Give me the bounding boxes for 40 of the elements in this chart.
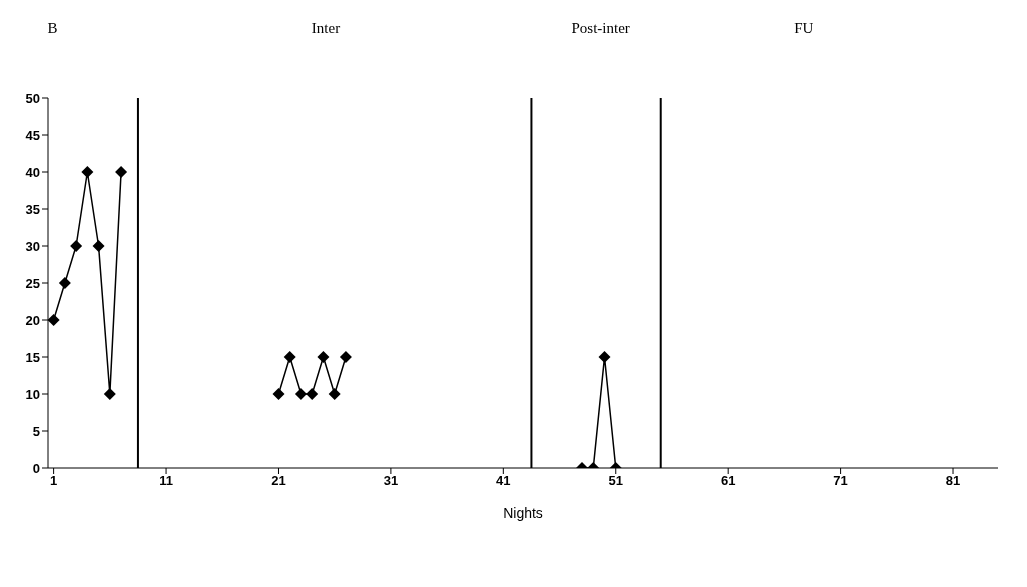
y-tick-label: 10 (25, 386, 40, 402)
text: FU (794, 20, 814, 37)
point (283, 351, 296, 363)
text: Inter (311, 20, 341, 37)
point (81, 166, 94, 178)
x-tick-label: 11 (159, 473, 173, 489)
y-tick-label: 0 (32, 460, 40, 476)
x-tick-label: 31 (383, 473, 399, 489)
y-tick-label: 40 (25, 164, 40, 180)
y-tick-label: 50 (25, 90, 40, 106)
x-tick-label: 51 (608, 473, 623, 489)
x-tick-label: 41 (496, 473, 511, 489)
x-tick-label: 21 (271, 473, 286, 489)
point (339, 351, 352, 363)
point (92, 240, 105, 252)
x-tick-label: 81 (945, 473, 961, 489)
text: Post-inter (571, 20, 630, 37)
point (317, 351, 330, 363)
text: B (47, 20, 58, 37)
point (272, 388, 285, 400)
point (48, 314, 60, 326)
point (294, 388, 307, 400)
y-tick-label: 20 (25, 312, 40, 328)
y-tick-label: 30 (25, 238, 40, 254)
x-tick-label: 71 (833, 473, 848, 489)
y-tick-label: 35 (25, 201, 40, 217)
point (58, 277, 71, 289)
y-tick-label: 5 (32, 423, 40, 439)
point (306, 388, 319, 400)
point (598, 351, 611, 363)
y-tick-label: 45 (25, 127, 40, 143)
point (115, 166, 128, 178)
x-tick-label: 61 (720, 473, 736, 489)
y-tick-label: 25 (25, 275, 40, 291)
x-axis-title: Nights (503, 505, 543, 521)
y-tick-label: 15 (25, 349, 40, 365)
point (328, 388, 341, 400)
point (103, 388, 116, 400)
x-tick-label: 1 (50, 473, 58, 489)
point (70, 240, 83, 252)
